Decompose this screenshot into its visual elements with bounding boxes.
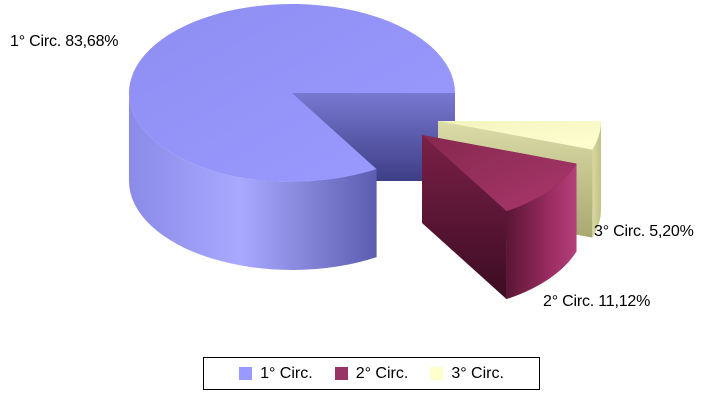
data-label-2: 2° Circ. 11,12% [543,293,651,310]
legend-swatch-2 [334,367,348,380]
pie-slice-3-side [592,121,601,238]
data-label-3: 3° Circ. 5,20% [594,223,694,240]
pie-slice-1-side [129,93,377,271]
pie-slice-1 [128,4,455,271]
legend-item-2: 2° Circ. [334,364,409,383]
legend-label-3: 3° Circ. [451,364,504,382]
pie-slice-2-cut-face-2 [422,135,507,300]
data-label-1: 1° Circ. 83,68% [10,33,119,50]
pie-slice-1-top [128,4,455,183]
pie-slice-2 [422,135,577,300]
legend-item-1: 1° Circ. [239,365,313,383]
pie-slice-3-top [438,121,601,150]
legend-label-1: 1° Circ. [260,364,313,382]
legend: 1° Circ. 2° Circ. 3° Circ. [203,357,540,390]
pie-slice-2-top [422,135,577,212]
legend-label-2: 2° Circ. [355,364,409,382]
legend-swatch-3 [430,367,444,380]
legend-item-3: 3° Circ. [430,365,504,383]
pie-slice-2-side [506,163,577,300]
legend-swatch-1 [239,367,253,380]
